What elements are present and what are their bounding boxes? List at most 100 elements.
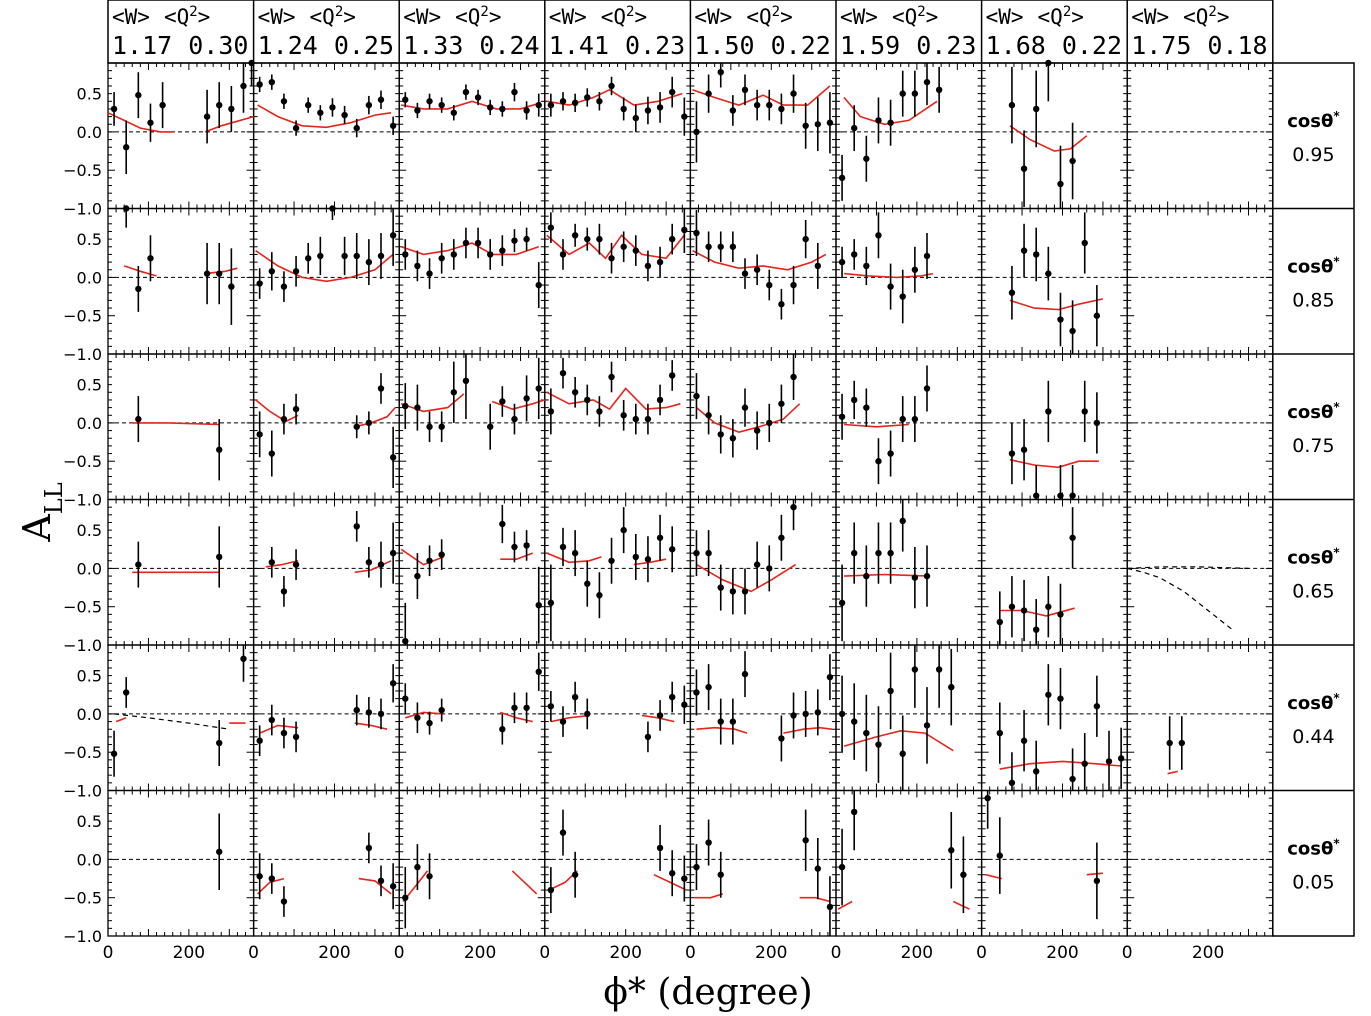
data-point xyxy=(705,549,712,557)
data-point xyxy=(268,78,275,86)
data-point xyxy=(280,588,288,595)
panel xyxy=(1126,498,1274,646)
data-point xyxy=(705,243,712,250)
y-tick-label: 0.0 xyxy=(77,850,102,869)
data-point xyxy=(499,726,506,733)
x-tick-label: 200 xyxy=(318,943,350,963)
data-point xyxy=(644,733,652,741)
y-tick-label: −1.0 xyxy=(63,200,102,219)
data-point xyxy=(814,262,821,270)
data-point xyxy=(377,710,385,718)
data-point xyxy=(110,750,118,757)
row-labels: cosθ*0.95cosθ*0.85cosθ*0.75cosθ*0.65cosθ… xyxy=(1272,62,1355,937)
q2-close: > xyxy=(634,5,647,29)
model-curve xyxy=(844,423,909,428)
y-tick-label: 0.5 xyxy=(77,85,102,104)
x-tick-label: 200 xyxy=(1046,943,1078,963)
panel xyxy=(689,62,837,210)
panel-frame xyxy=(689,353,837,501)
q2-label: <Q xyxy=(455,5,480,29)
data-point xyxy=(135,285,142,293)
q2-value: 0.24 xyxy=(479,31,539,60)
w-label: <W> xyxy=(258,5,296,29)
data-point xyxy=(389,454,397,461)
panel-frame xyxy=(252,353,400,501)
data-point xyxy=(911,90,919,97)
data-point xyxy=(389,122,397,129)
data-point xyxy=(547,886,555,894)
row-label-value: 0.44 xyxy=(1292,726,1334,748)
x-tick-label: 200 xyxy=(1192,943,1224,963)
model-curve xyxy=(257,877,285,895)
model-curve xyxy=(107,112,173,133)
data-point xyxy=(559,718,567,725)
panel-data xyxy=(255,205,397,302)
data-point xyxy=(948,847,955,854)
data-point xyxy=(280,898,288,905)
panel-data xyxy=(838,365,931,485)
data-point xyxy=(851,718,858,725)
data-point xyxy=(851,124,858,132)
model-curve xyxy=(546,234,685,260)
data-point xyxy=(203,270,211,277)
data-point xyxy=(450,389,457,396)
x-tick-label: 0 xyxy=(976,943,987,963)
data-point xyxy=(838,863,846,871)
data-point xyxy=(826,119,834,126)
data-point xyxy=(535,668,542,676)
data-point xyxy=(632,247,639,254)
q2-close: > xyxy=(343,5,356,29)
data-point xyxy=(632,553,639,561)
data-point xyxy=(414,863,421,871)
data-point xyxy=(559,543,567,551)
q2-label: <Q xyxy=(164,5,189,29)
data-point xyxy=(608,82,615,90)
data-point xyxy=(632,415,639,423)
y-tick-label: 0.5 xyxy=(77,521,102,540)
data-point xyxy=(1166,739,1173,747)
model-curve xyxy=(354,407,396,428)
panel-frame xyxy=(1126,353,1274,501)
data-point xyxy=(935,666,943,673)
w-value: 1.59 xyxy=(840,31,900,60)
data-point xyxy=(778,735,785,742)
panel-data xyxy=(402,844,538,929)
data-point xyxy=(644,107,652,114)
panel-data xyxy=(400,354,546,450)
cos-superscript: * xyxy=(1333,400,1340,414)
cos-superscript: * xyxy=(1333,546,1340,560)
panel-frame xyxy=(107,62,255,210)
panel xyxy=(835,62,983,210)
data-point xyxy=(256,431,263,438)
panel: −1.0 −0.5 0.0 0.5 0 200 xyxy=(63,789,255,963)
y-axis-label-main: A xyxy=(15,514,59,543)
data-point xyxy=(426,270,433,277)
panel xyxy=(398,644,546,792)
data-point xyxy=(1069,492,1076,499)
cos-text: cosθ xyxy=(1287,111,1333,132)
data-point xyxy=(887,119,894,126)
panel-data xyxy=(984,790,1103,920)
data-point xyxy=(669,372,676,379)
data-point xyxy=(1178,739,1186,747)
data-point xyxy=(292,124,300,132)
data-point xyxy=(656,104,664,111)
data-point xyxy=(596,98,603,105)
data-point xyxy=(984,794,991,802)
model-curve xyxy=(837,900,853,910)
panel-frame xyxy=(398,644,546,792)
panel xyxy=(252,498,400,646)
data-point xyxy=(741,588,749,595)
data-point xyxy=(1020,737,1028,744)
data-point xyxy=(814,121,821,128)
model-curve xyxy=(354,722,388,730)
data-point xyxy=(1069,157,1076,165)
cos-text: cosθ xyxy=(1287,839,1333,860)
data-point xyxy=(644,556,652,563)
data-point xyxy=(203,113,211,120)
data-point xyxy=(438,255,445,262)
data-point xyxy=(511,237,518,244)
data-point xyxy=(899,415,906,423)
q2-value: 0.30 xyxy=(188,31,248,60)
panel-data xyxy=(693,809,834,936)
